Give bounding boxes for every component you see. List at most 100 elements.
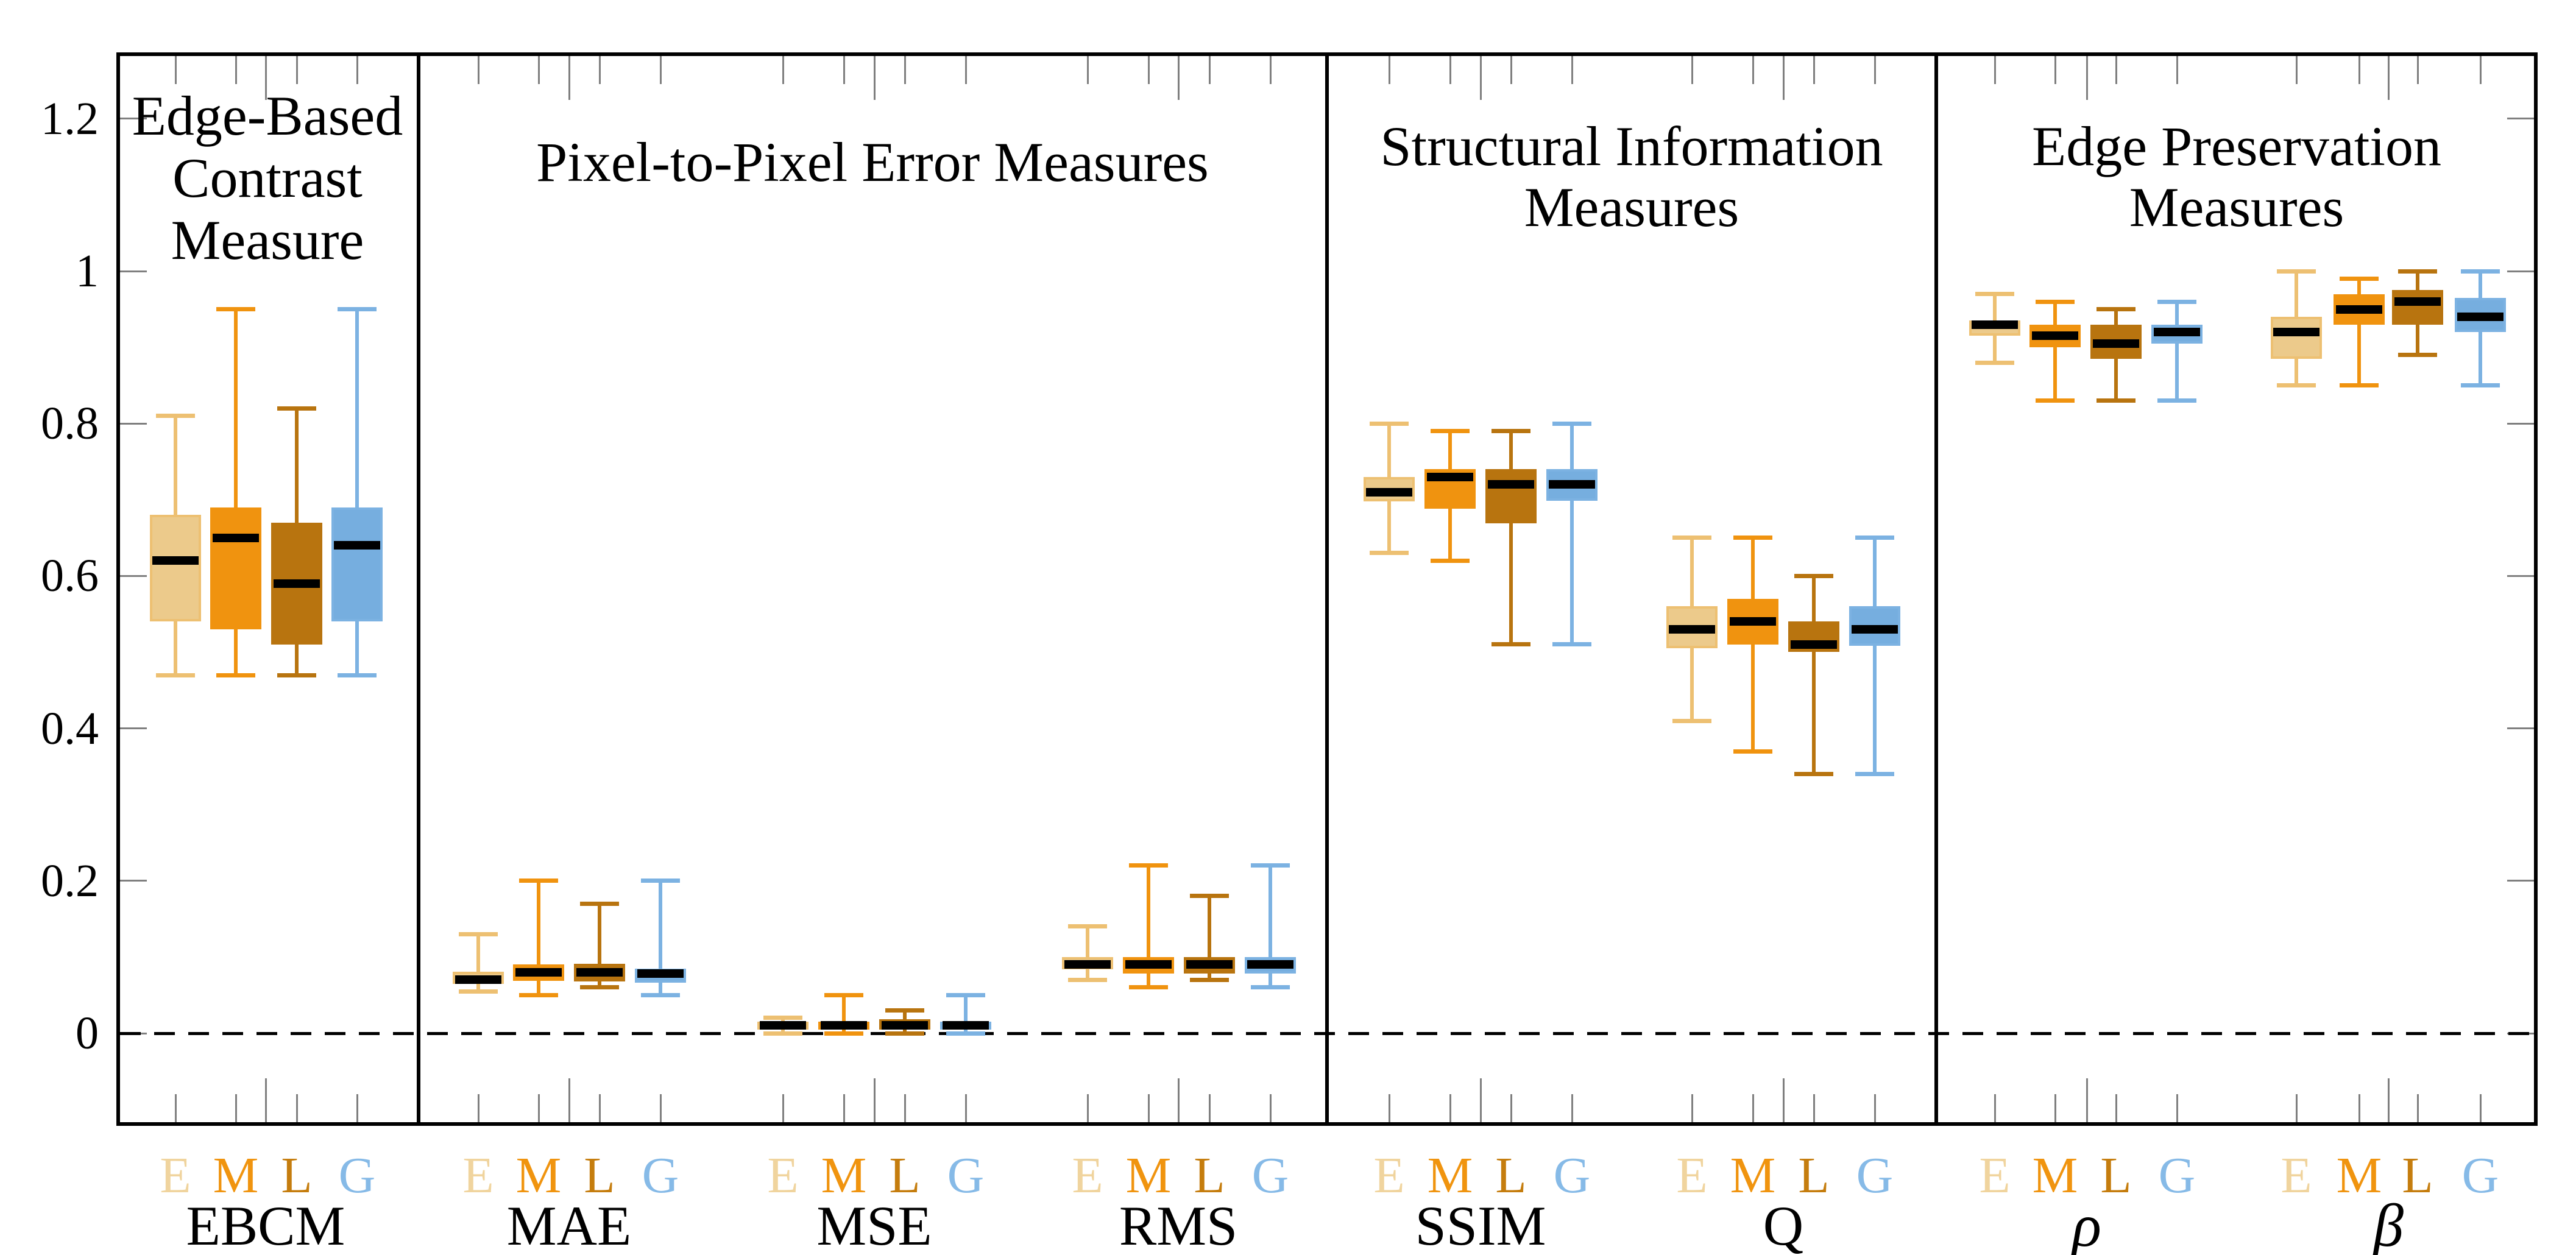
box-position-tick-bottom — [1388, 1094, 1390, 1122]
box-position-tick-bottom — [1449, 1094, 1451, 1122]
whisker-cap-high-Q-E — [1672, 536, 1711, 540]
panel-title-line: Pixel-to-Pixel Error Measures — [536, 131, 1209, 193]
box-position-tick-top — [1874, 56, 1876, 84]
y-axis-tick-right — [2507, 270, 2534, 272]
median-SSIM-G — [1549, 480, 1595, 489]
box-position-tick-top — [356, 56, 358, 84]
box-position-tick-bottom — [2176, 1094, 2178, 1122]
whisker-line-RMS-G — [1269, 865, 1272, 988]
whisker-line-MAE-M — [537, 880, 540, 995]
median-MAE-M — [515, 967, 562, 977]
whisker-cap-high-SSIM-L — [1491, 429, 1530, 434]
median-MSE-G — [943, 1021, 989, 1030]
box-position-tick-bottom — [782, 1094, 784, 1122]
y-axis-tick-right — [2507, 422, 2534, 425]
series-letter-ρ-L: L — [2100, 1147, 2132, 1204]
group-center-tick-bottom — [2387, 1078, 2390, 1122]
series-letter-β-E: E — [2281, 1147, 2312, 1204]
whisker-cap-high-ρ-E — [1975, 292, 2014, 297]
panel-title-line: Measures — [2129, 176, 2344, 238]
whisker-cap-low-EBCM-M — [216, 673, 255, 677]
whisker-cap-low-RMS-M — [1129, 985, 1168, 990]
whisker-cap-high-MSE-E — [763, 1016, 802, 1020]
whisker-line-RMS-M — [1147, 865, 1150, 988]
whisker-cap-high-SSIM-G — [1552, 421, 1591, 426]
group-label-EBCM: EBCM — [186, 1195, 345, 1255]
whisker-cap-high-MSE-L — [885, 1008, 924, 1013]
box-position-tick-bottom — [1691, 1094, 1693, 1122]
median-β-M — [2336, 305, 2382, 314]
series-letter-MAE-L: L — [584, 1147, 615, 1204]
median-SSIM-E — [1366, 487, 1412, 497]
series-letter-MSE-E: E — [767, 1147, 799, 1204]
whisker-cap-low-SSIM-G — [1552, 642, 1591, 647]
box-position-tick-top — [964, 56, 967, 84]
whisker-cap-low-MAE-M — [519, 992, 558, 997]
box-position-tick-bottom — [1086, 1094, 1089, 1122]
box-position-tick-top — [659, 56, 662, 84]
median-ρ-L — [2093, 339, 2139, 348]
whisker-line-SSIM-L — [1509, 431, 1513, 645]
group-label-SSIM: SSIM — [1415, 1195, 1546, 1255]
y-axis-tick-right — [2507, 880, 2534, 882]
box-position-tick-top — [477, 56, 479, 84]
panel-title-line: Measures — [1524, 176, 1739, 238]
y-axis-tick-left — [120, 574, 147, 577]
group-center-tick-top — [1479, 56, 1482, 100]
whisker-cap-high-SSIM-E — [1370, 421, 1409, 426]
box-position-tick-bottom — [1994, 1094, 1996, 1122]
whisker-cap-high-EBCM-G — [338, 307, 377, 312]
group-label-MAE: MAE — [506, 1195, 632, 1255]
y-axis-tick-left — [120, 118, 147, 120]
median-RMS-M — [1125, 960, 1172, 969]
box-position-tick-top — [2479, 56, 2482, 84]
series-letter-RMS-M: M — [1125, 1147, 1172, 1204]
group-center-tick-top — [2086, 56, 2088, 100]
whisker-cap-high-MAE-G — [641, 878, 680, 883]
y-axis-tick-left — [120, 422, 147, 425]
y-axis-tick-label: 1.2 — [41, 93, 99, 144]
box-β-L — [2392, 290, 2443, 325]
median-ρ-E — [1972, 320, 2018, 329]
series-letter-SSIM-G: G — [1553, 1147, 1591, 1204]
whisker-cap-high-β-M — [2340, 277, 2379, 281]
whisker-line-ρ-M — [2053, 302, 2057, 401]
whisker-cap-high-MSE-M — [824, 992, 863, 997]
box-position-tick-top — [843, 56, 845, 84]
box-position-tick-bottom — [843, 1094, 845, 1122]
median-ρ-G — [2154, 328, 2200, 337]
median-ρ-M — [2032, 331, 2078, 341]
whisker-cap-low-EBCM-G — [338, 673, 377, 677]
y-axis-tick-right — [2507, 574, 2534, 577]
whisker-cap-low-Q-M — [1733, 749, 1772, 754]
box-position-tick-bottom — [537, 1094, 540, 1122]
median-Q-E — [1669, 624, 1715, 634]
box-position-tick-bottom — [477, 1094, 479, 1122]
median-MAE-G — [637, 969, 684, 978]
whisker-cap-high-RMS-M — [1129, 863, 1168, 868]
panel-separator — [417, 52, 420, 1126]
whisker-cap-low-SSIM-M — [1431, 558, 1470, 563]
y-axis-tick-left — [120, 880, 147, 882]
series-letter-Q-L: L — [1798, 1147, 1830, 1204]
series-letter-SSIM-E: E — [1373, 1147, 1405, 1204]
y-axis-tick-label: 0.8 — [41, 398, 99, 450]
box-position-tick-bottom — [964, 1094, 967, 1122]
box-position-tick-top — [1208, 56, 1211, 84]
box-position-tick-top — [598, 56, 601, 84]
series-letter-EBCM-M: M — [213, 1147, 259, 1204]
box-position-tick-bottom — [659, 1094, 662, 1122]
group-label-β: β — [2373, 1192, 2404, 1255]
whisker-line-β-M — [2357, 278, 2361, 386]
box-position-tick-top — [2358, 56, 2360, 84]
series-letter-β-L: L — [2402, 1147, 2433, 1204]
group-center-tick-top — [1177, 56, 1180, 100]
box-position-tick-bottom — [1571, 1094, 1573, 1122]
whisker-line-Q-M — [1751, 537, 1755, 752]
whisker-cap-low-MAE-G — [641, 992, 680, 997]
whisker-line-MSE-G — [964, 995, 968, 1033]
whisker-cap-low-ρ-L — [2097, 398, 2135, 403]
series-letter-RMS-L: L — [1194, 1147, 1225, 1204]
median-β-E — [2273, 328, 2319, 337]
series-letter-ρ-E: E — [1979, 1147, 2011, 1204]
